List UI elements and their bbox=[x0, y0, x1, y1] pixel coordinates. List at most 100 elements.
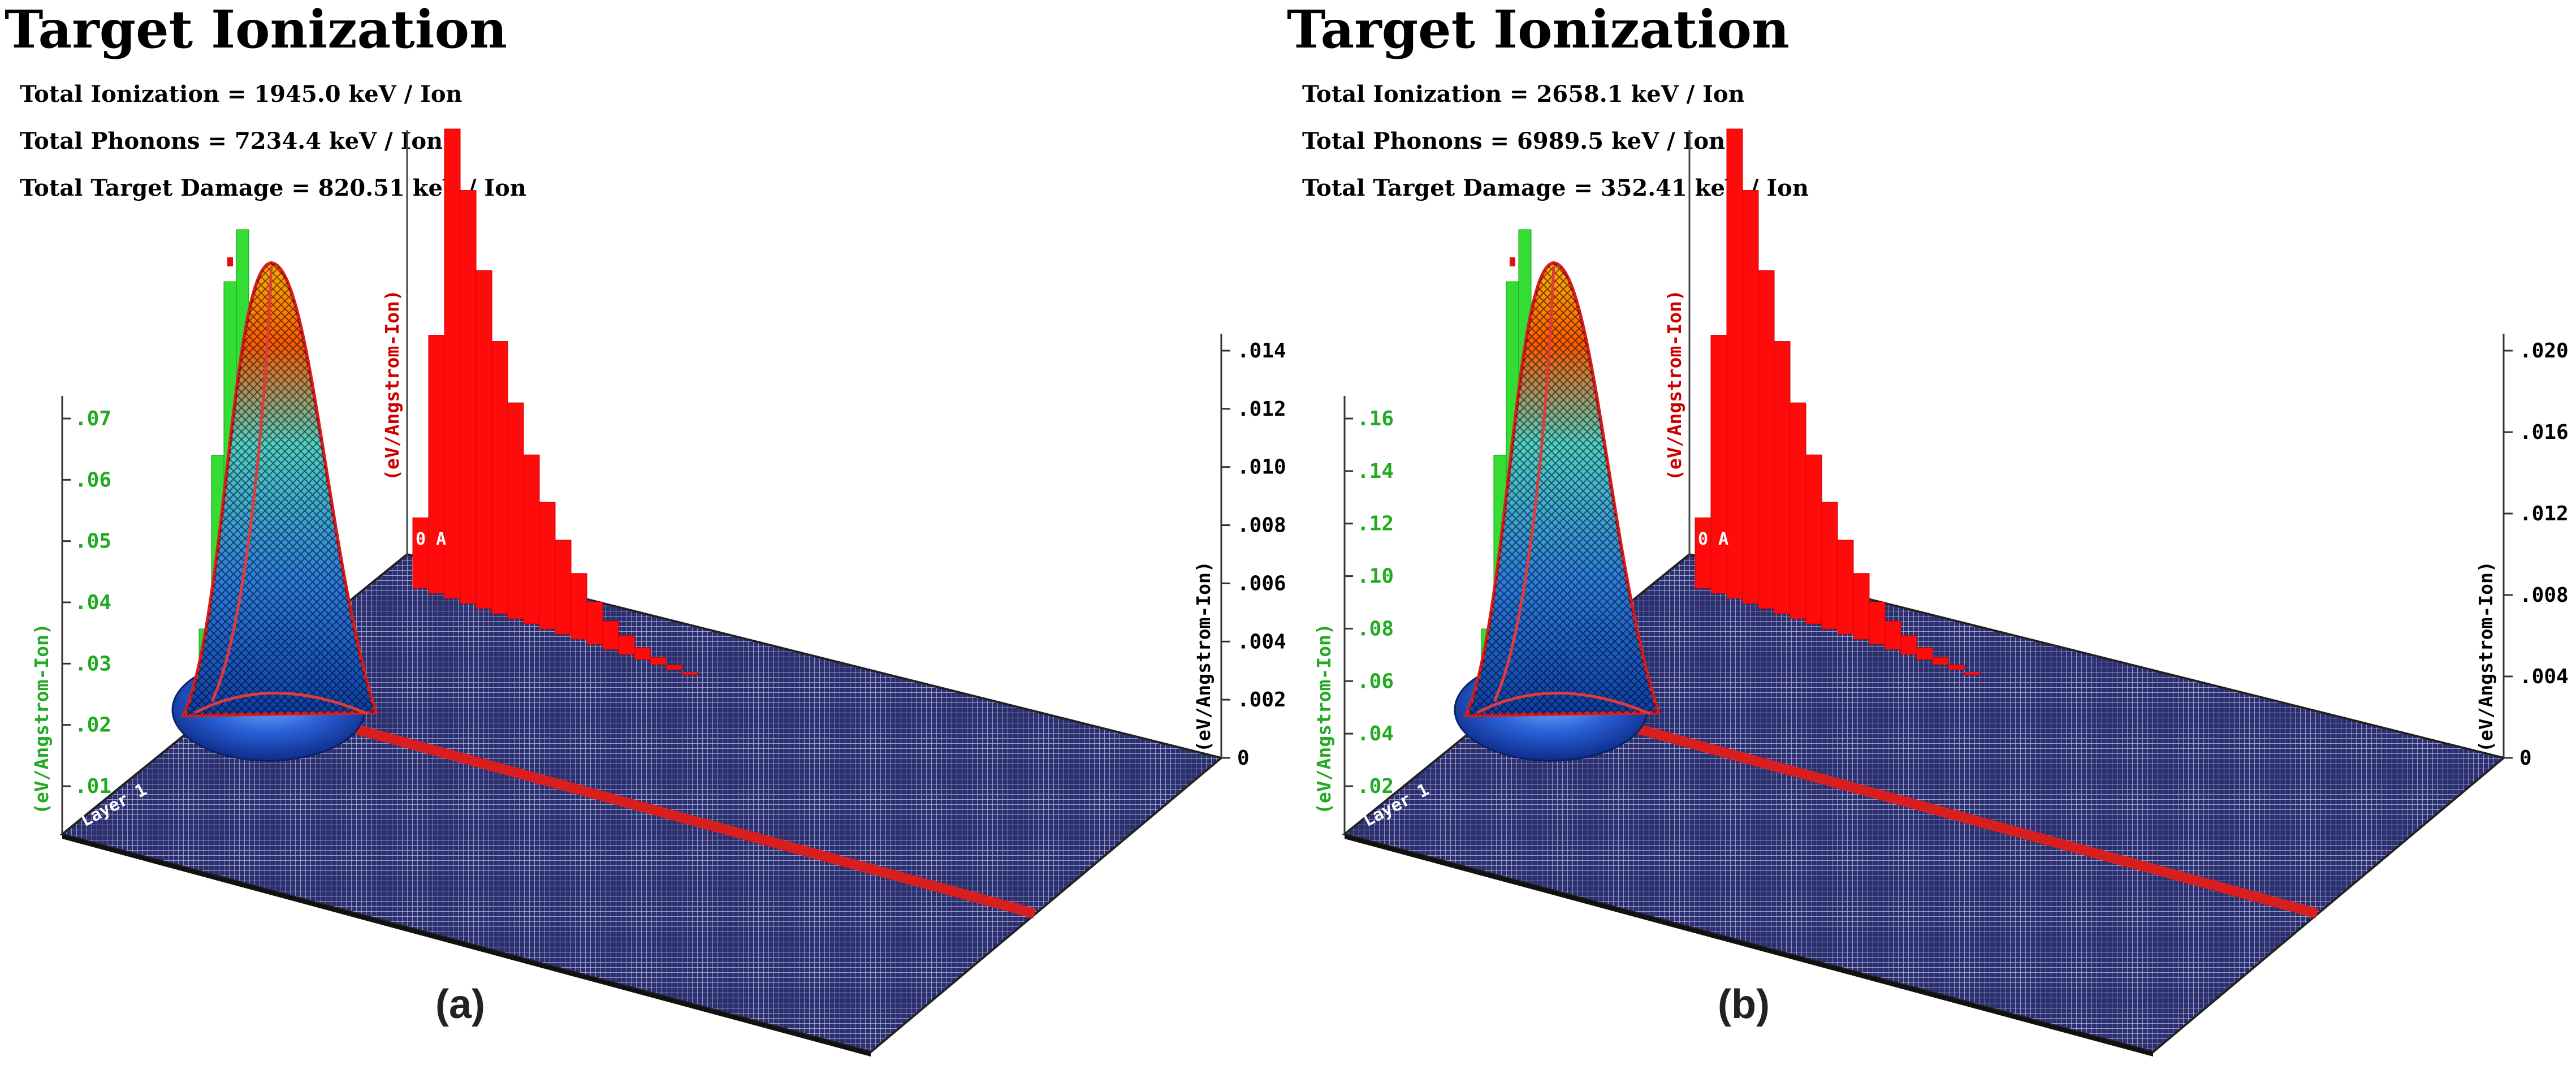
peak-base-line bbox=[194, 692, 368, 715]
left-tick-label: .03 bbox=[75, 652, 111, 675]
depth-histogram bbox=[412, 128, 698, 675]
depth-bar bbox=[1964, 672, 1981, 675]
panel-a: Target Ionization Total Ionization = 1945… bbox=[5, 0, 1286, 1057]
peak-base-line bbox=[1476, 692, 1650, 715]
left-tick-label: .07 bbox=[75, 407, 111, 430]
depth-bar bbox=[602, 620, 619, 650]
stat-line: Total Ionization = 2658.1 keV / Ion bbox=[1302, 81, 1745, 107]
depth-bar bbox=[1805, 454, 1822, 624]
lateral-peak-marker bbox=[1510, 257, 1515, 266]
stat-line: Total Phonons = 7234.4 keV / Ion bbox=[20, 128, 443, 154]
panel-b: Target Ionization Total Ionization = 2658… bbox=[1287, 0, 2569, 1057]
depth-bar bbox=[650, 657, 667, 665]
left-tick-label: .06 bbox=[75, 468, 111, 491]
left-tick-label: .06 bbox=[1357, 670, 1394, 693]
left-tick-label: .01 bbox=[75, 775, 111, 798]
panel-caption: (b) bbox=[1718, 982, 1770, 1027]
left-tick-label: .02 bbox=[1357, 775, 1394, 798]
depth-bar bbox=[1916, 647, 1933, 660]
peak-profile-line bbox=[1493, 265, 1555, 702]
ionization-peak-mesh bbox=[184, 263, 376, 715]
depth-bar bbox=[1885, 620, 1901, 650]
depth-bar bbox=[539, 502, 556, 629]
left-tick-label: .10 bbox=[1357, 565, 1394, 588]
right-tick-label: .004 bbox=[1237, 630, 1286, 653]
depth-bar bbox=[618, 635, 635, 655]
left-tick-label: .12 bbox=[1357, 512, 1394, 536]
panel-caption: (a) bbox=[435, 982, 485, 1027]
right-tick-label: .008 bbox=[2519, 584, 2569, 607]
depth-histogram bbox=[1695, 128, 1981, 675]
depth-bar bbox=[1869, 601, 1886, 645]
depth-bar bbox=[1695, 518, 1711, 589]
depth-bar bbox=[460, 190, 477, 604]
depth-bar bbox=[1742, 190, 1759, 604]
right-tick-label: .012 bbox=[2519, 502, 2569, 525]
left-tick-label: .16 bbox=[1357, 407, 1394, 430]
depth-bar bbox=[555, 540, 572, 635]
floor-edge bbox=[62, 834, 871, 1057]
right-tick-label: .012 bbox=[1237, 398, 1286, 421]
right-tick-label: .002 bbox=[1237, 688, 1286, 712]
stat-line: Total Target Damage = 352.41 keV / Ion bbox=[1302, 175, 1809, 201]
right-tick-label: .008 bbox=[1237, 514, 1286, 537]
stat-line: Total Target Damage = 820.51 keV / Ion bbox=[20, 175, 526, 201]
depth-bar bbox=[1932, 657, 1949, 665]
origin-label: 0 A bbox=[416, 529, 446, 549]
depth-bar bbox=[1900, 635, 1917, 655]
left-axis-label: (eV/Angstrom-Ion) bbox=[1313, 623, 1335, 814]
left-tick-label: .08 bbox=[1357, 617, 1394, 640]
right-tick-label: .014 bbox=[1237, 339, 1286, 363]
depth-bar bbox=[1821, 502, 1838, 629]
right-axis-label: (eV/Angstrom-Ion) bbox=[1192, 561, 1214, 752]
right-tick-label: .016 bbox=[2519, 421, 2569, 444]
depth-bar bbox=[570, 573, 587, 640]
depth-bar bbox=[1948, 665, 1965, 670]
depth-bar bbox=[1710, 335, 1727, 594]
depth-bar bbox=[1853, 573, 1870, 640]
left-tick-label: .14 bbox=[1357, 460, 1394, 483]
depth-bar bbox=[1726, 128, 1743, 599]
left-tick-label: .02 bbox=[75, 714, 111, 737]
left-tick-label: .04 bbox=[1357, 722, 1394, 745]
origin-label: 0 A bbox=[1698, 529, 1728, 549]
right-tick-label: .006 bbox=[1237, 572, 1286, 595]
left-tick-label: .05 bbox=[75, 530, 111, 553]
chart-title: Target Ionization bbox=[5, 0, 507, 60]
back-axis-label: (eV/Angstrom-Ion) bbox=[381, 290, 403, 481]
peak-profile-line bbox=[210, 265, 273, 702]
depth-bar bbox=[665, 665, 682, 670]
depth-bar bbox=[586, 601, 603, 645]
ion-track bbox=[241, 693, 1036, 919]
depth-bar bbox=[444, 128, 461, 599]
depth-bar bbox=[491, 341, 508, 614]
stat-line: Total Ionization = 1945.0 keV / Ion bbox=[20, 81, 463, 107]
right-tick-label: .004 bbox=[2519, 665, 2569, 688]
depth-bar bbox=[1774, 341, 1791, 614]
stat-line: Total Phonons = 6989.5 keV / Ion bbox=[1302, 128, 1725, 154]
right-tick-label: 0 bbox=[1237, 747, 1250, 770]
back-axis-label: (eV/Angstrom-Ion) bbox=[1663, 290, 1685, 481]
floor-edge bbox=[1345, 834, 2153, 1057]
left-tick-label: .04 bbox=[75, 591, 111, 614]
chart-title: Target Ionization bbox=[1287, 0, 1790, 60]
right-tick-label: .010 bbox=[1237, 456, 1286, 479]
depth-bar bbox=[1837, 540, 1854, 635]
depth-bar bbox=[412, 518, 429, 589]
depth-bar bbox=[523, 454, 540, 624]
depth-bar bbox=[1758, 270, 1775, 609]
depth-bar bbox=[507, 402, 524, 619]
depth-bar bbox=[681, 672, 698, 675]
ionization-peak-mesh bbox=[1466, 263, 1658, 715]
right-axis-label: (eV/Angstrom-Ion) bbox=[2475, 561, 2497, 752]
depth-bar bbox=[1790, 402, 1806, 619]
depth-bar bbox=[634, 647, 651, 660]
left-axis-label: (eV/Angstrom-Ion) bbox=[31, 623, 53, 814]
depth-bar bbox=[476, 270, 492, 609]
right-tick-label: .020 bbox=[2519, 339, 2569, 363]
ion-track bbox=[1524, 693, 2319, 919]
lateral-peak-marker bbox=[227, 257, 233, 266]
depth-bar bbox=[428, 335, 445, 594]
right-tick-label: 0 bbox=[2519, 747, 2532, 770]
